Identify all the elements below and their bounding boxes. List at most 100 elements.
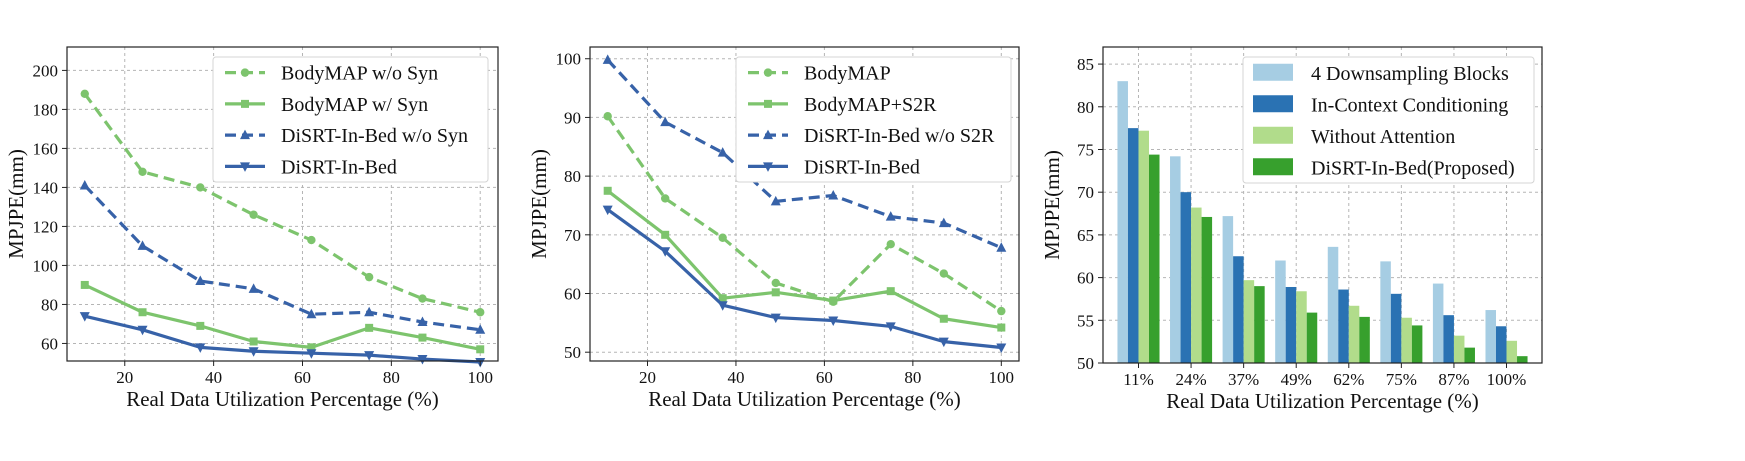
x-tick-label: 40 — [727, 368, 744, 387]
legend-swatch-without-attention — [1253, 126, 1293, 144]
point-disrt-in-bed-37 — [195, 343, 206, 353]
y-tick-label: 60 — [41, 334, 58, 353]
y-tick-label: 60 — [564, 285, 581, 304]
legend-label-disrt-in-bed: DiSRT-In-Bed — [804, 156, 920, 178]
series-line-disrt-in-bed-w-o-syn — [83, 184, 481, 332]
x-tick-label: 75% — [1386, 370, 1417, 389]
y-tick-label: 85 — [1077, 55, 1094, 74]
x-tick-label: 100 — [989, 368, 1015, 387]
point-disrt-in-bed-w-o-syn-75 — [364, 306, 375, 317]
legend-marker-disrt-in-bed — [763, 162, 773, 172]
y-tick-label: 200 — [33, 61, 59, 80]
point-bodymap-s2r-62 — [829, 296, 838, 305]
chart-panel-3: 11% 24% 37% 49% 62% 75% 87% 100% 50 55 60 65 70 75 80… — [1040, 46, 1543, 413]
y-tick-label: 50 — [564, 343, 581, 362]
point-bodymap-87 — [939, 269, 949, 278]
legend-box — [1242, 56, 1535, 184]
y-tick-label: 55 — [1077, 311, 1094, 330]
point-bodymap-w-o-syn-75 — [364, 272, 374, 282]
legend-label-in-context-conditioning: In-Context Conditioning — [1311, 94, 1508, 116]
chart-1-legend: BodyMAP w/o Syn BodyMAP w/ Syn DiSRT-In-Be… — [212, 56, 489, 183]
legend-swatch-disrt-in-bed-proposed — [1253, 158, 1293, 176]
bar-without-attention-11 — [1138, 130, 1150, 363]
bar-4-downsampling-blocks-37 — [1222, 216, 1234, 363]
chart-3-plot — [1117, 81, 1528, 363]
point-bodymap-w-syn-49 — [249, 337, 258, 346]
point-disrt-in-bed-w-o-syn-49 — [248, 283, 259, 293]
chart-3-frame — [1102, 46, 1543, 364]
chart-1-x-ticks: 20 40 60 80 100 — [116, 361, 493, 387]
point-bodymap-37 — [718, 233, 727, 242]
legend-label-without-attention: Without Attention — [1311, 126, 1455, 148]
point-bodymap-w-syn-62 — [307, 343, 316, 352]
chart-1-y-axis-label: MPJPE(mm) — [4, 149, 28, 259]
point-bodymap-s2r-37 — [718, 294, 727, 303]
chart-2-x-ticks: 20 40 60 80 100 — [639, 361, 1014, 387]
x-tick-label: 20 — [116, 368, 133, 387]
bar-in-context-conditioning-100 — [1495, 326, 1507, 363]
point-bodymap-w-o-syn-100 — [476, 308, 485, 317]
bar-4-downsampling-blocks-11 — [1117, 81, 1128, 363]
point-bodymap-100 — [997, 306, 1006, 316]
bar-disrt-in-bed-proposed-49 — [1306, 312, 1318, 363]
legend-label-bodymap-w-o-syn: BodyMAP w/o Syn — [281, 63, 438, 85]
legend-label-disrt-in-bed-w-o-s2r: DiSRT-In-Bed w/o S2R — [804, 125, 995, 147]
point-disrt-in-bed-49 — [770, 313, 781, 324]
chart-2-grid — [590, 47, 1019, 361]
point-disrt-in-bed-75 — [885, 322, 896, 332]
series-line-bodymap — [606, 115, 1003, 313]
legend-marker-bodymap-w-o-syn — [240, 68, 250, 77]
point-bodymap-w-o-syn-11 — [80, 89, 89, 99]
legend-label-4-downsampling-blocks: 4 Downsampling Blocks — [1311, 63, 1509, 85]
point-disrt-in-bed-w-o-s2r-75 — [885, 211, 896, 221]
bar-disrt-in-bed-proposed-75 — [1411, 325, 1423, 363]
y-tick-label: 80 — [1077, 98, 1094, 117]
point-bodymap-24 — [660, 194, 670, 203]
point-disrt-in-bed-24 — [660, 247, 671, 257]
chart-2-y-ticks: 50 60 70 80 90 100 — [556, 50, 590, 362]
series-line-disrt-in-bed-w-o-s2r — [606, 58, 1002, 250]
chart-panel-2: 20 40 60 80 100 50 60 70 80 90 100 Real Data Util… — [527, 46, 1020, 411]
bar-without-attention-37 — [1243, 280, 1255, 363]
legend-label-bodymap-w-syn: BodyMAP w/ Syn — [281, 94, 428, 116]
chart-2-y-axis-label: MPJPE(mm) — [527, 149, 551, 259]
point-disrt-in-bed-w-o-s2r-11 — [602, 54, 613, 64]
x-tick-label: 100 — [467, 368, 493, 387]
chart-panel-1: 20 40 60 80 100 60 80 100 120 140 160 180 200 Real … — [4, 46, 499, 411]
x-tick-label: 60 — [294, 368, 311, 387]
point-disrt-in-bed-87 — [938, 337, 949, 348]
bar-without-attention-100 — [1506, 340, 1518, 363]
point-disrt-in-bed-w-o-syn-87 — [417, 316, 428, 326]
y-tick-label: 100 — [556, 50, 582, 69]
legend-marker-bodymap-s2r — [764, 99, 772, 108]
bar-disrt-in-bed-proposed-87 — [1464, 347, 1475, 363]
bar-disrt-in-bed-proposed-100 — [1517, 356, 1528, 363]
chart-2-plot — [602, 54, 1007, 354]
legend-marker-bodymap-w-syn — [241, 99, 249, 108]
legend-label-disrt-in-bed-w-o-syn: DiSRT-In-Bed w/o Syn — [281, 125, 468, 147]
y-tick-label: 120 — [33, 217, 59, 236]
bar-in-context-conditioning-24 — [1180, 192, 1192, 363]
series-line-disrt-in-bed — [84, 314, 481, 364]
x-tick-label: 80 — [383, 368, 400, 387]
bar-without-attention-24 — [1191, 207, 1202, 363]
chart-3-x-axis-label: Real Data Utilization Percentage (%) — [1166, 389, 1479, 413]
legend-marker-disrt-in-bed-w-o-syn — [240, 129, 250, 140]
x-tick-label: 100% — [1487, 370, 1527, 389]
bar-4-downsampling-blocks-87 — [1432, 283, 1444, 363]
legend-marker-disrt-in-bed — [240, 162, 250, 172]
point-disrt-in-bed-w-o-syn-37 — [195, 275, 206, 286]
chart-3-legend: 4 Downsampling Blocks In-Context Conditio… — [1242, 56, 1535, 184]
y-tick-label: 65 — [1077, 226, 1094, 245]
point-disrt-in-bed-62 — [306, 349, 317, 359]
y-tick-label: 80 — [41, 295, 58, 314]
point-disrt-in-bed-11 — [79, 312, 90, 322]
chart-1-grid — [67, 47, 498, 361]
y-tick-label: 70 — [1077, 183, 1094, 202]
bar-disrt-in-bed-proposed-62 — [1359, 316, 1370, 363]
bar-4-downsampling-blocks-62 — [1327, 246, 1339, 363]
point-bodymap-w-o-syn-24 — [138, 167, 147, 177]
point-disrt-in-bed-w-o-syn-11 — [79, 179, 90, 190]
point-disrt-in-bed-37 — [717, 301, 728, 311]
point-disrt-in-bed-w-o-s2r-24 — [660, 116, 671, 127]
